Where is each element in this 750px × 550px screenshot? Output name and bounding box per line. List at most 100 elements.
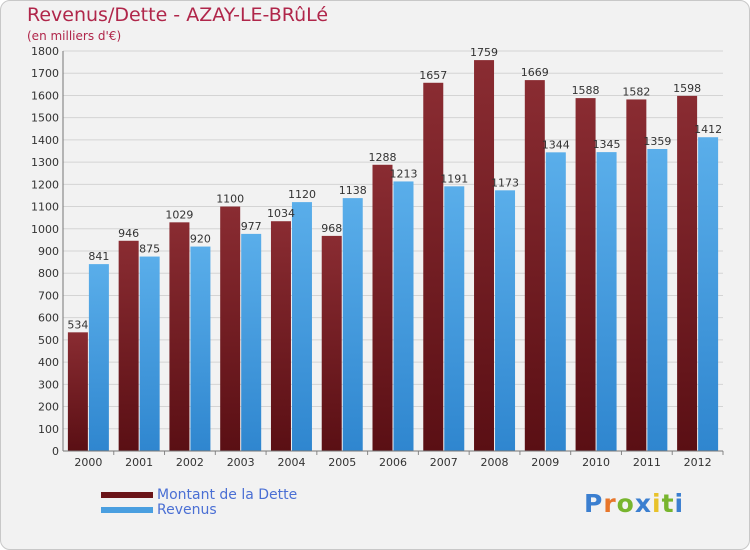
data-label: 1029	[165, 208, 193, 221]
data-label: 968	[321, 222, 342, 235]
proxiti-logo: Proxiti	[584, 489, 684, 518]
x-tick-label: 2005	[328, 456, 356, 469]
data-label: 977	[241, 220, 262, 233]
x-tick-label: 2010	[582, 456, 610, 469]
revenus-bar	[495, 190, 516, 452]
dette-bar	[524, 80, 545, 451]
dette-bar	[270, 221, 291, 451]
data-label: 534	[67, 318, 88, 331]
data-label: 1759	[470, 46, 498, 59]
chart-title: Revenus/Dette - AZAY-LE-BRûLé	[27, 4, 329, 26]
dette-bar	[118, 240, 139, 451]
y-tick-label: 400	[38, 356, 59, 369]
dette-bar	[677, 95, 698, 451]
data-label: 1344	[542, 138, 570, 151]
x-tick-label: 2002	[176, 456, 204, 469]
x-tick-label: 2006	[379, 456, 407, 469]
x-tick-label: 2009	[531, 456, 559, 469]
data-label: 1288	[369, 151, 397, 164]
y-tick-label: 600	[38, 312, 59, 325]
legend-label-dette: Montant de la Dette	[157, 487, 298, 503]
x-tick-label: 2000	[74, 456, 102, 469]
data-label: 1120	[288, 188, 316, 201]
legend-label-revenus: Revenus	[157, 502, 217, 518]
y-tick-label: 1200	[31, 178, 59, 191]
dette-bar	[626, 99, 647, 451]
data-label: 1138	[339, 184, 367, 197]
legend-swatch-dette	[101, 492, 153, 498]
dette-bar	[169, 222, 190, 451]
x-tick-label: 2003	[227, 456, 255, 469]
dette-bar	[372, 164, 393, 451]
y-tick-label: 200	[38, 401, 59, 414]
dette-bar	[474, 60, 495, 451]
y-tick-label: 900	[38, 245, 59, 258]
revenus-bar	[291, 202, 312, 451]
revenus-bar	[88, 264, 109, 451]
data-label: 1173	[491, 176, 519, 189]
y-tick-label: 1400	[31, 134, 59, 147]
revenus-bar	[596, 152, 617, 451]
x-tick-label: 2012	[684, 456, 712, 469]
y-tick-label: 1500	[31, 112, 59, 125]
data-label: 1345	[593, 138, 621, 151]
y-tick-label: 1800	[31, 45, 59, 58]
data-label: 1359	[643, 135, 671, 148]
data-label: 1582	[622, 85, 650, 98]
dette-bar	[220, 206, 241, 451]
y-tick-label: 1600	[31, 89, 59, 102]
logo-letter: i	[674, 489, 685, 518]
logo-letter: o	[616, 489, 635, 518]
x-tick-label: 2004	[277, 456, 305, 469]
logo-letter: t	[661, 489, 675, 518]
revenus-bar	[342, 198, 363, 451]
y-tick-label: 500	[38, 334, 59, 347]
data-label: 1213	[390, 167, 418, 180]
data-label: 1191	[440, 172, 468, 185]
y-tick-label: 1000	[31, 223, 59, 236]
revenus-bar	[545, 152, 566, 452]
data-label: 920	[190, 233, 211, 246]
y-tick-label: 1100	[31, 201, 59, 214]
legend-swatch-revenus	[101, 507, 153, 513]
revenus-bar	[393, 181, 414, 451]
dette-bar	[67, 332, 88, 451]
y-tick-label: 800	[38, 267, 59, 280]
data-label: 1669	[521, 66, 549, 79]
y-tick-label: 1700	[31, 67, 59, 80]
x-tick-label: 2011	[633, 456, 661, 469]
revenus-bar	[190, 246, 211, 451]
dette-bar	[321, 235, 342, 451]
data-label: 1034	[267, 207, 295, 220]
data-label: 1598	[673, 82, 701, 95]
y-tick-label: 1300	[31, 156, 59, 169]
y-tick-label: 700	[38, 289, 59, 302]
x-tick-label: 2007	[430, 456, 458, 469]
data-label: 1588	[572, 84, 600, 97]
y-tick-label: 100	[38, 423, 59, 436]
data-label: 1412	[694, 123, 722, 136]
logo-letter: P	[584, 489, 604, 518]
y-tick-label: 300	[38, 378, 59, 391]
dette-bar	[575, 98, 596, 451]
data-label: 1100	[216, 193, 244, 206]
legend-item-dette: Montant de la Dette	[101, 487, 297, 503]
logo-letter: x	[634, 489, 652, 518]
data-label: 875	[139, 243, 160, 256]
chart-subtitle: (en milliers d'€)	[27, 29, 122, 43]
x-tick-label: 2008	[481, 456, 509, 469]
revenus-bar	[698, 137, 719, 451]
data-label: 946	[118, 227, 139, 240]
revenus-bar	[647, 149, 668, 451]
data-label: 1657	[419, 69, 447, 82]
logo-letter: r	[603, 489, 617, 518]
dette-bar	[423, 82, 444, 452]
revenus-bar	[139, 256, 160, 451]
x-tick-label: 2001	[125, 456, 153, 469]
legend-item-revenus: Revenus	[101, 502, 217, 518]
data-label: 841	[88, 250, 109, 263]
revenus-bar	[241, 233, 262, 451]
y-tick-label: 0	[52, 445, 59, 458]
